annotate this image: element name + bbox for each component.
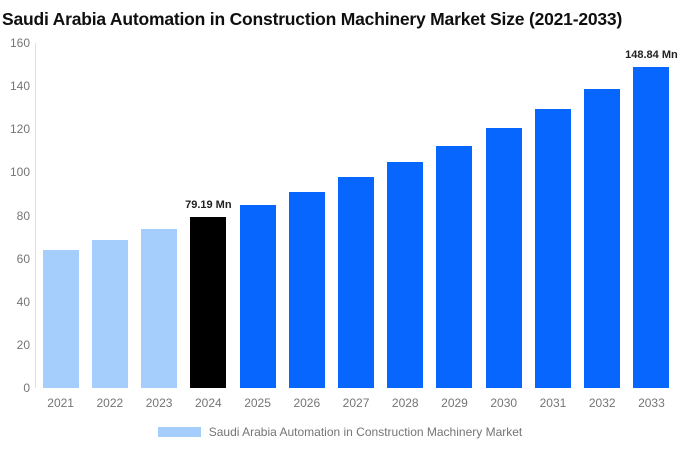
- bar-2023[interactable]: [141, 228, 178, 388]
- bar-2025[interactable]: [239, 204, 276, 388]
- y-tick-label: 120: [9, 122, 30, 137]
- y-tick-label: 80: [16, 208, 30, 223]
- x-axis-tick-labels: 2021 2022 2023 2024 2025 2026 2027 2028 2029 2030…: [36, 396, 676, 410]
- bar-2027[interactable]: [338, 177, 375, 388]
- legend-swatch-icon: [157, 427, 201, 437]
- bar-slot-2030: [479, 43, 528, 388]
- x-tick-label-2032: 2032: [588, 396, 616, 410]
- bar-slot-2029: [430, 43, 479, 388]
- x-tick-label-2033: 2033: [638, 396, 665, 410]
- bar-slot-2023: [134, 43, 183, 388]
- bar-2021[interactable]: [42, 249, 79, 388]
- x-tick-label-2029: 2029: [441, 396, 468, 410]
- bar-slot-2021: [36, 43, 85, 388]
- x-tick-label-2023: 2023: [145, 396, 173, 410]
- x-tick-label-2026: 2026: [293, 396, 321, 410]
- bar-2022[interactable]: [91, 239, 128, 388]
- bar-slot-2033: 148.84 Mn: [625, 43, 678, 388]
- bar-2028[interactable]: [387, 162, 424, 388]
- plot-area: 79.19 Mn 148.84 Mn: [36, 43, 678, 388]
- bar-2031[interactable]: [534, 109, 571, 388]
- x-tick-label-2021: 2021: [47, 396, 74, 410]
- legend[interactable]: Saudi Arabia Automation in Construction …: [0, 424, 680, 440]
- y-axis-line: [35, 43, 36, 388]
- y-tick-label: 60: [16, 251, 30, 266]
- bar-slot-2031: [528, 43, 577, 388]
- y-tick-label: 100: [9, 165, 30, 180]
- bar-slot-2026: [282, 43, 331, 388]
- bar-2024[interactable]: [190, 217, 227, 388]
- y-tick-label: 0: [23, 381, 30, 395]
- y-tick-label: 140: [9, 79, 30, 94]
- legend-label: Saudi Arabia Automation in Construction …: [208, 425, 523, 439]
- x-tick-label-2030: 2030: [490, 396, 518, 410]
- chart-title: Saudi Arabia Automation in Construction …: [2, 9, 623, 29]
- y-tick-label: 160: [9, 36, 30, 50]
- bar-slot-2028: [381, 43, 430, 388]
- bar-2026[interactable]: [288, 191, 325, 388]
- x-tick-label-2025: 2025: [244, 396, 271, 410]
- bar-2033[interactable]: [633, 67, 670, 388]
- x-tick-label-2031: 2031: [539, 396, 567, 410]
- y-tick-label: 40: [16, 294, 30, 309]
- bar-slot-2032: [578, 43, 627, 388]
- bar-2032[interactable]: [584, 88, 621, 388]
- x-tick-label-2022: 2022: [96, 396, 124, 410]
- x-tick-label-2027: 2027: [342, 396, 370, 410]
- x-tick-label-2028: 2028: [391, 396, 419, 410]
- y-tick-label: 20: [16, 337, 30, 352]
- bar-value-label-2024: 79.19 Mn: [185, 199, 232, 212]
- bar-slot-2025: [233, 43, 282, 388]
- bar-slot-2022: [85, 43, 134, 388]
- bar-value-label-2033: 148.84 Mn: [625, 49, 678, 62]
- bar-slot-2024: 79.19 Mn: [184, 43, 233, 388]
- x-tick-label-2024: 2024: [194, 396, 222, 410]
- bar-2029[interactable]: [436, 145, 473, 388]
- bar-2030[interactable]: [485, 128, 522, 388]
- bar-slot-2027: [331, 43, 380, 388]
